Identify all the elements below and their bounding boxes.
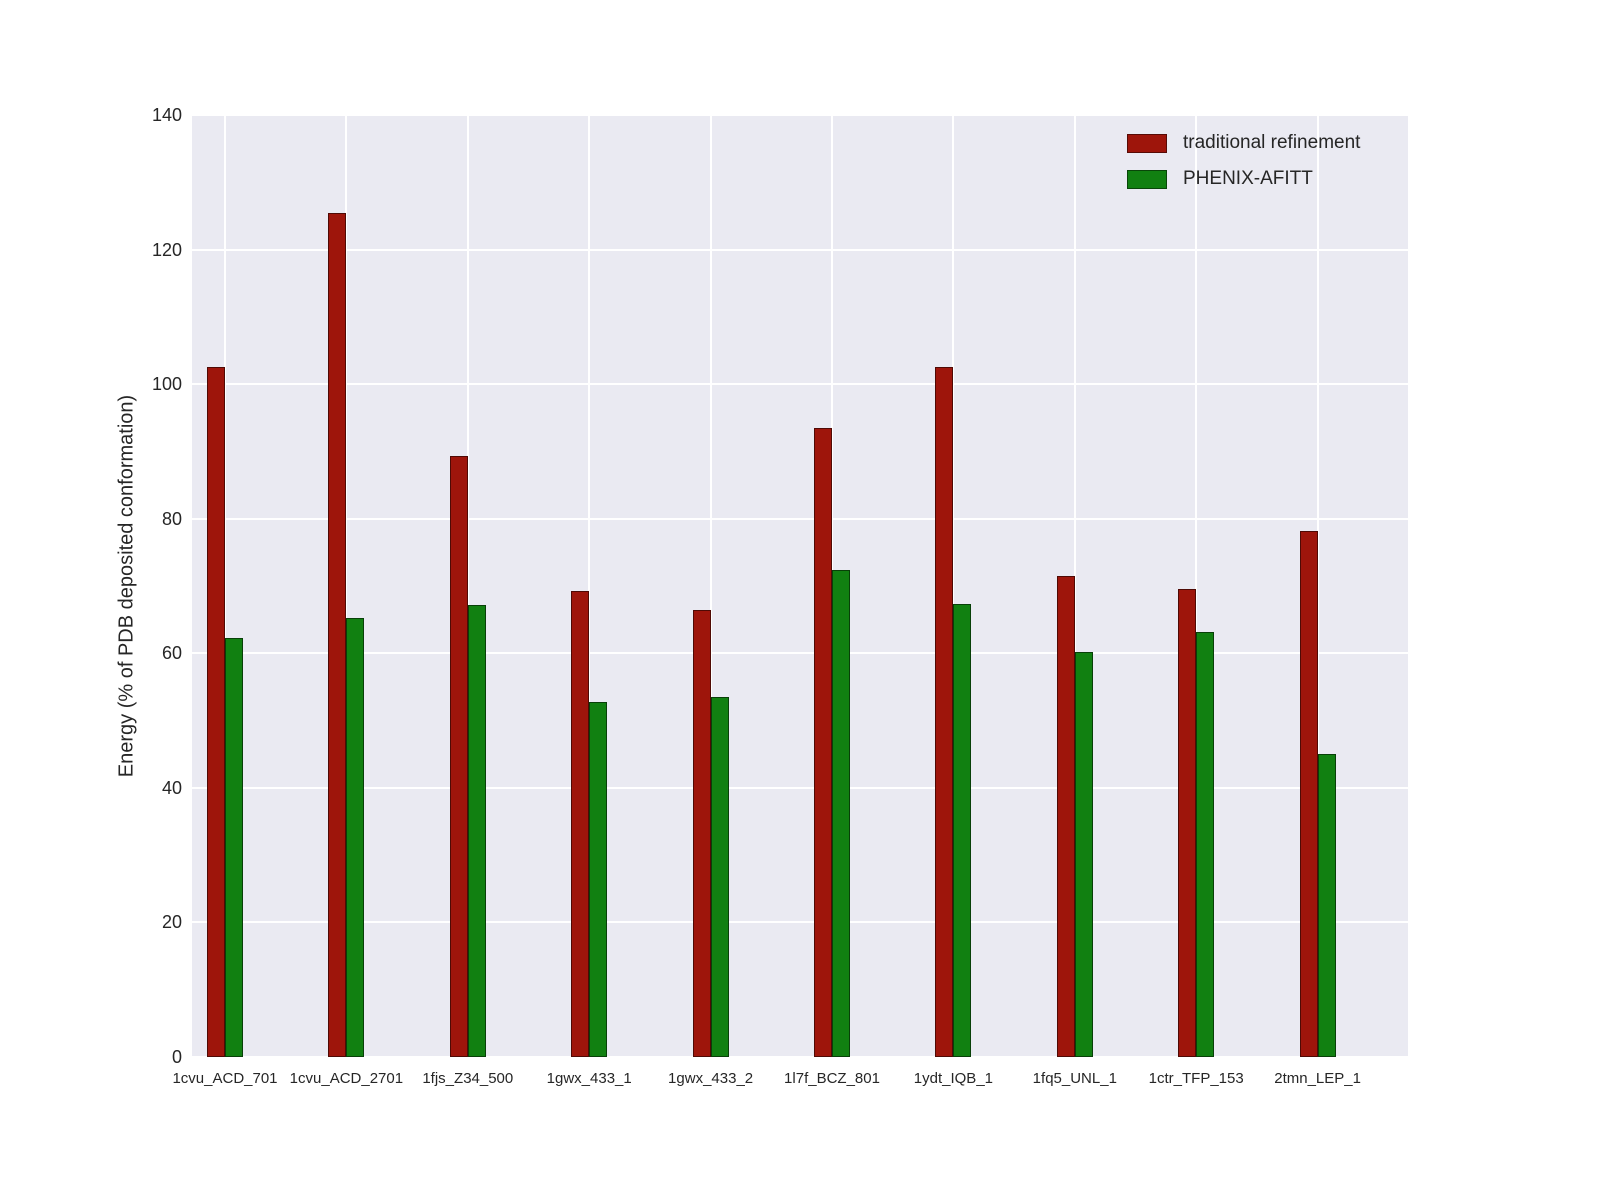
- horizontal-gridline: [192, 786, 1408, 789]
- horizontal-gridline: [192, 921, 1408, 924]
- x-tick-label: 1cvu_ACD_2701: [289, 1070, 404, 1087]
- bar-phenix-afitt: [1317, 754, 1336, 1057]
- bar-phenix-afitt: [589, 701, 608, 1057]
- bar-traditional-refinement: [1299, 530, 1318, 1057]
- y-tick-label: 60: [161, 643, 182, 664]
- horizontal-gridline: [192, 1056, 1408, 1058]
- bar-phenix-afitt: [346, 618, 365, 1057]
- x-tick-label: 1gwx_433_1: [546, 1070, 632, 1087]
- y-tick-label: 120: [151, 239, 182, 260]
- legend-swatch: [1127, 169, 1167, 189]
- y-tick-label: 140: [151, 105, 182, 125]
- x-tick-label: 1l7f_BCZ_801: [784, 1070, 880, 1087]
- bar-phenix-afitt: [832, 569, 850, 1057]
- vertical-gridline: [224, 115, 226, 1057]
- legend-item: traditional refinement: [1127, 132, 1360, 154]
- x-tick-label: 1fq5_UNL_1: [1032, 1070, 1117, 1087]
- x-tick-label: 1ydt_IQB_1: [913, 1070, 993, 1087]
- x-tick-label: 1fjs_Z34_500: [422, 1070, 514, 1087]
- y-tick-label: 80: [161, 508, 182, 529]
- bar-traditional-refinement: [935, 367, 954, 1057]
- vertical-gridline: [1073, 115, 1076, 1057]
- bar-traditional-refinement: [328, 212, 347, 1057]
- bar-phenix-afitt: [467, 604, 486, 1057]
- y-axis-title: Energy (% of PDB deposited conformation): [115, 394, 138, 778]
- horizontal-gridline: [192, 248, 1408, 251]
- bar-phenix-afitt: [1196, 632, 1215, 1057]
- x-tick-label: 2tmn_LEP_1: [1274, 1070, 1361, 1087]
- vertical-gridline: [466, 115, 469, 1057]
- bar-traditional-refinement: [207, 367, 225, 1057]
- bar-traditional-refinement: [1056, 575, 1075, 1057]
- horizontal-gridline: [192, 114, 1408, 116]
- x-tick-label: 1ctr_TFP_153: [1148, 1070, 1244, 1087]
- horizontal-gridline: [192, 652, 1408, 655]
- horizontal-gridline: [192, 383, 1408, 386]
- bar-phenix-afitt: [1074, 651, 1093, 1057]
- vertical-gridline: [588, 115, 591, 1057]
- vertical-gridline: [345, 115, 348, 1057]
- plot-area: [192, 114, 1408, 1058]
- bar-phenix-afitt: [710, 697, 729, 1057]
- x-tick-label: 1gwx_433_2: [668, 1070, 754, 1087]
- vertical-gridline: [709, 115, 712, 1057]
- horizontal-gridline: [192, 517, 1408, 520]
- legend-label: PHENIX-AFITT: [1183, 168, 1313, 189]
- legend-swatch: [1127, 133, 1167, 153]
- bar-traditional-refinement: [814, 427, 832, 1057]
- bar-traditional-refinement: [1178, 589, 1197, 1057]
- vertical-gridline: [1316, 115, 1319, 1057]
- x-tick-label: 1cvu_ACD_701: [172, 1070, 278, 1087]
- vertical-gridline: [952, 115, 955, 1057]
- bar-traditional-refinement: [571, 590, 590, 1057]
- y-tick-label: 100: [151, 374, 182, 395]
- bar-phenix-afitt: [225, 637, 243, 1057]
- y-tick-label: 40: [161, 777, 182, 798]
- legend: traditional refinement PHENIX-AFITT: [1127, 132, 1360, 190]
- vertical-gridline: [1195, 115, 1198, 1057]
- legend-label: traditional refinement: [1183, 132, 1361, 153]
- y-tick-label: 20: [161, 912, 182, 933]
- y-tick-label: 0: [171, 1047, 182, 1067]
- legend-item: PHENIX-AFITT: [1127, 168, 1360, 190]
- bar-phenix-afitt: [953, 604, 972, 1057]
- bar-traditional-refinement: [449, 456, 468, 1057]
- bar-traditional-refinement: [692, 609, 711, 1057]
